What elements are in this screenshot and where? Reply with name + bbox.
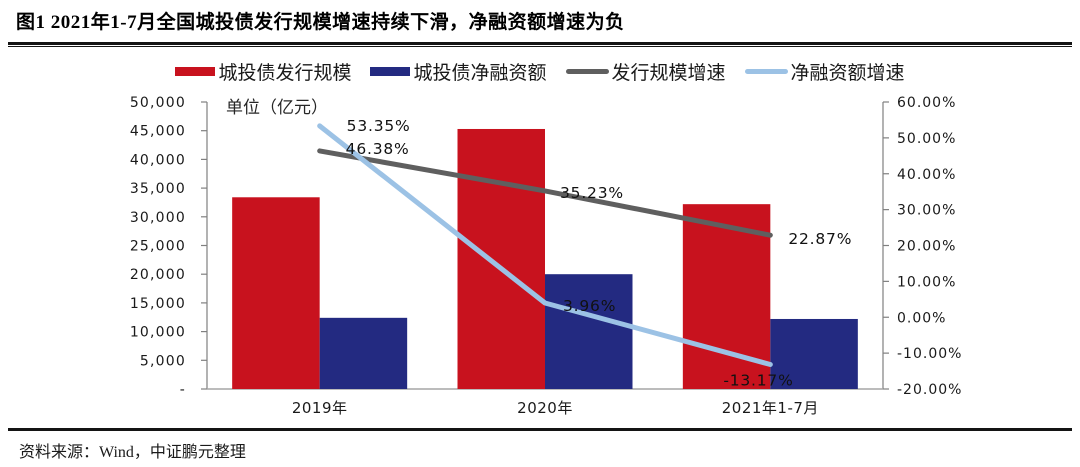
- left-axis-tick-label: -: [180, 382, 186, 398]
- legend-label-issuance-growth: 发行规模增速: [611, 61, 726, 84]
- left-axis-tick-label: 30,000: [130, 210, 186, 226]
- right-axis-tick-label: 10.00%: [897, 274, 956, 290]
- legend-item-issuance-growth: 发行规模增速: [565, 58, 726, 85]
- legend-swatch-net-financing-icon: [370, 66, 411, 76]
- right-axis-tick-label: -20.00%: [897, 382, 962, 398]
- category-label: 2021年1-7月: [722, 399, 819, 417]
- left-axis-tick-label: 50,000: [130, 95, 186, 111]
- right-axis-tick-label: 40.00%: [897, 167, 956, 183]
- left-axis-tick-label: 25,000: [130, 239, 186, 255]
- legend-item-issuance: 城投债发行规模: [175, 58, 351, 85]
- legend-item-net-financing-growth: 净融资额增速: [744, 58, 905, 85]
- figure-title: 图1 2021年1-7月全国城投债发行规模增速持续下滑，净融资额增速为负: [16, 12, 625, 33]
- left-axis-tick-label: 5,000: [140, 353, 186, 369]
- source-divider: [8, 428, 1072, 431]
- net-financing-growth-point-label-2020年: 3.96%: [563, 297, 616, 315]
- title-divider: [8, 42, 1072, 47]
- right-axis-tick-label: 0.00%: [897, 310, 946, 326]
- issuance-growth-point-label-2021年1-7月: 22.87%: [788, 230, 852, 248]
- right-axis-tick-label: 20.00%: [897, 239, 956, 255]
- right-axis-tick-label: 30.00%: [897, 203, 956, 219]
- left-axis-tick-label: 40,000: [130, 152, 186, 168]
- issuance-growth-point-label-2019年: 46.38%: [346, 140, 410, 158]
- legend: 城投债发行规模 城投债净融资额 发行规模增速 净融资额增速: [0, 58, 1080, 85]
- net-financing-growth-point-label-2019年: 53.35%: [347, 117, 411, 135]
- legend-item-net-financing: 城投债净融资额: [370, 58, 547, 85]
- net-financing-growth-line: [317, 123, 773, 367]
- left-axis-tick-label: 15,000: [130, 296, 186, 312]
- issuance-bar-2020年: [457, 128, 545, 389]
- issuance-growth-line: [317, 148, 773, 238]
- net-financing-bar-2019年: [319, 317, 408, 389]
- left-axis-tick-label: 10,000: [130, 325, 186, 341]
- net-financing-bar-2021年1-7月: [770, 318, 858, 389]
- left-axis-tick-label: 45,000: [130, 124, 186, 140]
- legend-swatch-issuance-icon: [175, 66, 216, 76]
- issuance-growth-point-label-2020年: 35.23%: [560, 184, 624, 202]
- left-axis-tick-label: 20,000: [130, 267, 186, 283]
- left-axis-unit-label: 单位（亿元）: [226, 98, 328, 118]
- legend-label-issuance: 城投债发行规模: [218, 61, 352, 84]
- issuance-bar-2019年: [232, 197, 320, 389]
- net-financing-growth-point-label-2021年1-7月: -13.17%: [723, 371, 793, 389]
- source-note: 资料来源：Wind，中证鹏元整理: [19, 444, 246, 461]
- right-axis-tick-label: -10.00%: [897, 346, 962, 362]
- right-axis-tick-label: 50.00%: [897, 131, 956, 147]
- left-axis-tick-label: 35,000: [130, 181, 186, 197]
- legend-label-net-financing: 城投债净融资额: [413, 61, 547, 84]
- net-financing-bar-2020年: [545, 274, 633, 389]
- category-label: 2020年: [517, 399, 573, 417]
- category-label: 2019年: [292, 399, 348, 417]
- right-axis-tick-label: 60.00%: [897, 95, 956, 111]
- legend-label-net-financing-growth: 净融资额增速: [790, 61, 905, 84]
- legend-swatch-issuance-growth-icon: [565, 68, 609, 74]
- legend-swatch-net-financing-growth-icon: [744, 68, 788, 74]
